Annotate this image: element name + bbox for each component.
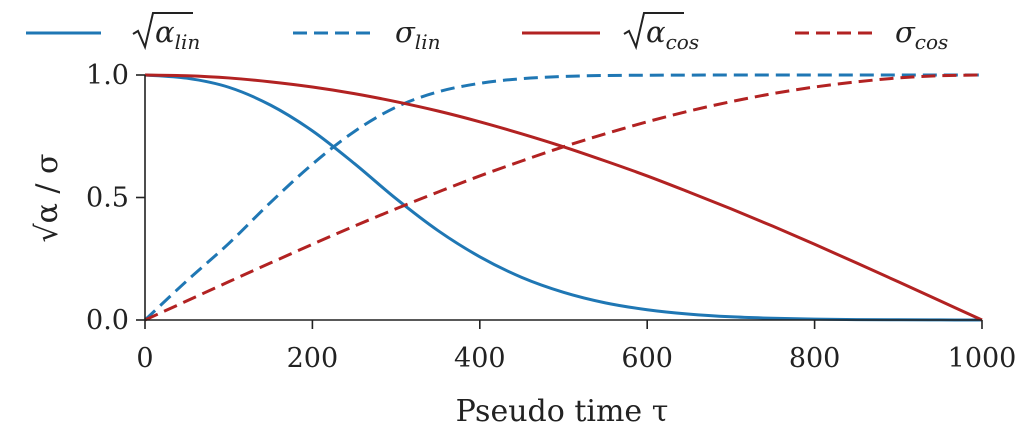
legend: αlin σlin αcos σcos <box>26 12 948 54</box>
x-tick-label: 800 <box>789 343 841 374</box>
series-line-4 <box>144 73 983 322</box>
y-tick-label: 0.0 <box>86 305 129 336</box>
legend-label: αlin <box>155 15 200 54</box>
legend-item-3: αcos <box>522 12 699 54</box>
series-line-3 <box>144 73 983 322</box>
y-tick-label: 1.0 <box>86 60 129 91</box>
legend-label: σcos <box>895 15 948 54</box>
x-tick-label: 0 <box>136 343 153 374</box>
sqrt-symbol-icon <box>623 12 684 51</box>
y-tick-label: 0.5 <box>86 183 129 214</box>
y-axis-title: √α / σ <box>30 153 65 242</box>
x-tick-label: 1000 <box>948 343 1017 374</box>
legend-label: σlin <box>395 15 440 54</box>
x-axis-title: Pseudo time τ <box>456 394 669 429</box>
legend-item-2: σlin <box>293 15 440 54</box>
x-tick-label: 600 <box>621 343 673 374</box>
legend-item-1: αlin <box>26 12 200 54</box>
sqrt-symbol-icon <box>132 12 193 51</box>
axes: 0 200 400 600 800 1000 0.0 0.5 1.0 <box>86 60 1016 374</box>
legend-item-4: σcos <box>795 15 948 54</box>
plot-area <box>143 73 983 322</box>
series-line-1 <box>144 73 983 322</box>
x-tick-label: 200 <box>287 343 339 374</box>
x-tick-label: 400 <box>454 343 506 374</box>
series-line-2 <box>143 73 982 322</box>
legend-label: αcos <box>646 15 699 54</box>
